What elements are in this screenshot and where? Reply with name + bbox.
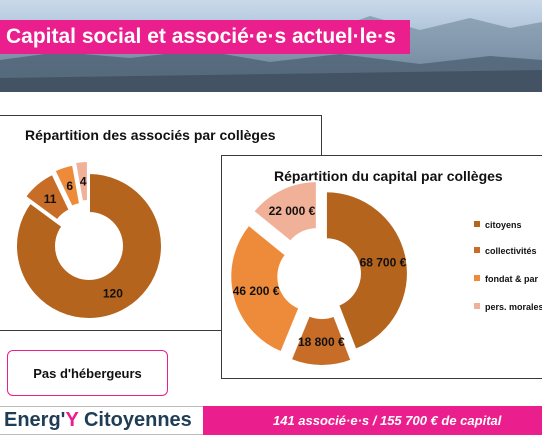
capital-donut-chart: 68 700 € 18 800 € 46 200 € 22 000 € xyxy=(229,180,409,367)
legend-swatch-collectivites xyxy=(474,247,480,253)
donut-value-label: 46 200 € xyxy=(233,284,280,298)
capital-chart-title: Répartition du capital par collèges xyxy=(274,168,503,184)
donut-slice-fondat-par xyxy=(229,223,301,354)
legend-swatch-citoyens xyxy=(474,221,480,227)
donut-slice-pers-morales xyxy=(73,160,89,203)
donut-value-label: 6 xyxy=(66,179,73,193)
slide-title: Capital social et associé·e·s actuel·le·… xyxy=(0,20,410,54)
legend-label: pers. morales xyxy=(485,302,542,312)
legend-item-citoyens: citoyens xyxy=(474,220,522,230)
donut-value-label: 4 xyxy=(80,174,87,188)
donut-slice-fondat-par xyxy=(53,163,82,209)
donut-slice-collectivit-s xyxy=(23,172,72,222)
brand-text-2: Citoyennes xyxy=(78,409,192,431)
legend-swatch-fondat xyxy=(474,275,480,281)
donut-slice-pers-morales xyxy=(251,180,318,244)
associates-donut-chart: 120 11 6 4 xyxy=(15,160,163,320)
footer-summary: 141 associé·e·s / 155 700 € de capital xyxy=(203,406,542,435)
donut-value-label: 18 800 € xyxy=(298,335,345,349)
brand-text: Energ' xyxy=(4,409,66,431)
donut-slice-citoyens xyxy=(324,190,409,352)
legend-label: fondat & par xyxy=(485,274,538,284)
no-host-button[interactable]: Pas d'hébergeurs xyxy=(7,350,168,396)
associates-chart-title: Répartition des associés par collèges xyxy=(25,127,276,143)
brand-y: Y xyxy=(65,409,79,431)
brand-logo: Energ'Y Citoyennes xyxy=(0,406,203,435)
legend-label: collectivités xyxy=(485,246,537,256)
donut-slice-citoyens xyxy=(15,171,163,320)
capital-chart-panel: Répartition du capital par collèges 68 7… xyxy=(221,155,542,379)
legend-swatch-pers-morales xyxy=(474,303,480,309)
donut-value-label: 68 700 € xyxy=(360,256,407,270)
legend-label: citoyens xyxy=(485,220,522,230)
legend-item-fondat: fondat & par xyxy=(474,274,538,284)
donut-value-label: 120 xyxy=(103,286,123,300)
legend-item-collectivites: collectivités xyxy=(474,246,537,256)
donut-value-label: 22 000 € xyxy=(269,204,316,218)
legend-item-pers-morales: pers. morales xyxy=(474,302,542,312)
donut-value-label: 11 xyxy=(44,192,57,206)
donut-slice-collectivit-s xyxy=(289,314,353,367)
